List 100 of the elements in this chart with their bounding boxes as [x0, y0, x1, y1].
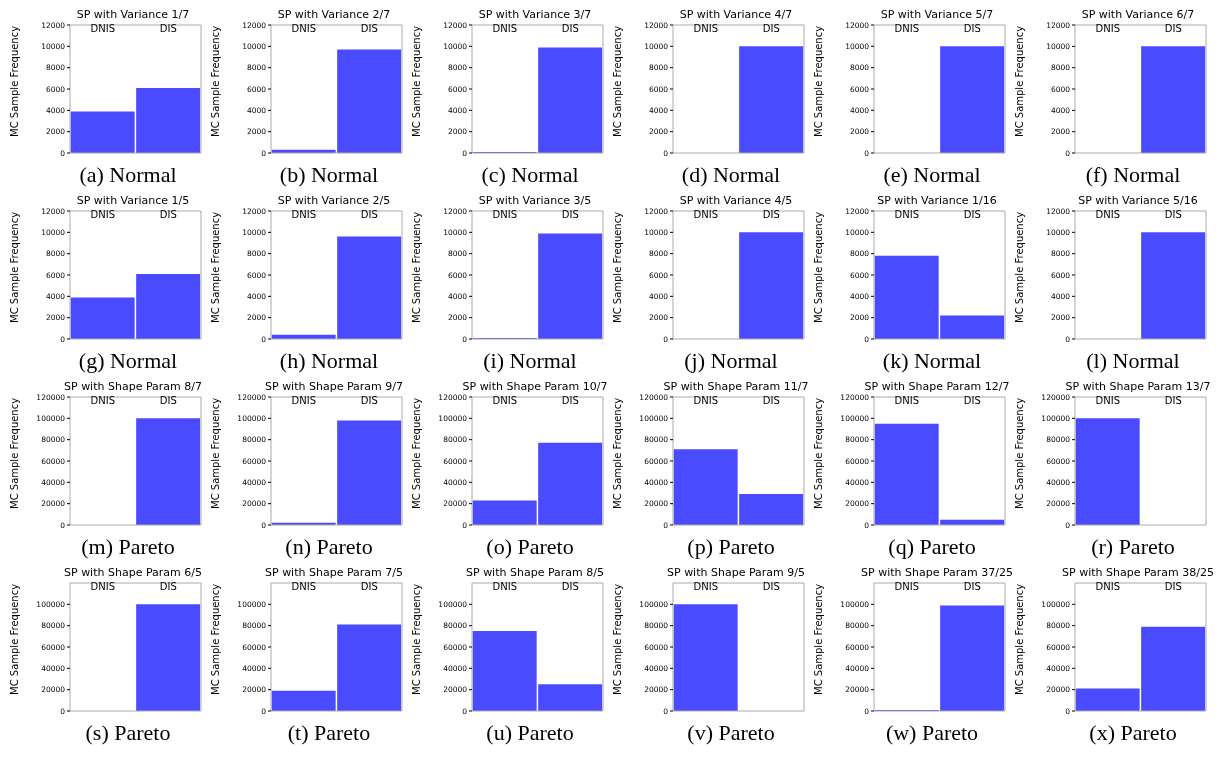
chart-title: SP with Variance 5/7: [880, 8, 994, 22]
text: (r) Pareto: [1091, 534, 1175, 560]
y-axis-title: MC Sample Frequency: [1013, 25, 1025, 137]
y-axis-title: MC Sample Frequency: [410, 211, 422, 323]
text: (b) Normal: [279, 162, 379, 188]
x-tick-label: DIS: [1164, 581, 1182, 592]
chart-title: SP with Shape Param 12/7: [864, 380, 1010, 394]
y-axis-title: MC Sample Frequency: [611, 211, 623, 323]
y-axis-title: MC Sample Frequency: [812, 583, 824, 695]
y-axis-title: MC Sample Frequency: [410, 25, 422, 137]
chart-title: SP with Shape Param 8/7: [64, 380, 202, 394]
chart-title: SP with Variance 5/16: [1078, 194, 1198, 208]
y-axis-title: MC Sample Frequency: [410, 583, 422, 695]
y-axis-title: MC Sample Frequency: [8, 211, 20, 323]
chart-title: SP with Variance 4/5: [679, 194, 793, 208]
chart-title: SP with Variance 6/7: [1081, 8, 1195, 22]
text: (p) Pareto: [687, 534, 775, 560]
x-tick-label: DNIS: [90, 581, 115, 592]
text: (o) Pareto: [486, 534, 574, 560]
x-tick-label: DNIS: [90, 395, 115, 406]
x-tick-label: DNIS: [1095, 581, 1120, 592]
y-axis-title: MC Sample Frequency: [1013, 583, 1025, 695]
x-tick-label: DNIS: [693, 581, 718, 592]
x-tick-label: DIS: [561, 581, 579, 592]
y-axis-title: MC Sample Frequency: [209, 211, 221, 323]
x-tick-label: DNIS: [291, 209, 316, 220]
text: (e) Normal: [883, 162, 981, 188]
text: (a) Normal: [79, 162, 177, 188]
x-tick-label: DIS: [963, 209, 981, 220]
y-axis-title: MC Sample Frequency: [1013, 397, 1025, 509]
x-tick-label: DNIS: [492, 209, 517, 220]
y-axis-title: MC Sample Frequency: [812, 397, 824, 509]
x-tick-label: DIS: [360, 395, 378, 406]
chart-title: SP with Shape Param 9/7: [265, 380, 403, 394]
chart-title: SP with Variance 4/7: [679, 8, 793, 22]
y-axis-title: MC Sample Frequency: [611, 583, 623, 695]
text: (f) Normal: [1085, 162, 1181, 188]
x-tick-label: DIS: [159, 23, 177, 34]
text: (n) Pareto: [285, 534, 373, 560]
x-tick-label: DIS: [762, 23, 780, 34]
text: (t) Pareto: [287, 720, 371, 746]
x-tick-label: DNIS: [90, 23, 115, 34]
chart-title: SP with Variance 1/5: [76, 194, 190, 208]
x-tick-label: DNIS: [894, 209, 919, 220]
x-tick-label: DIS: [963, 23, 981, 34]
text: (h) Normal: [279, 348, 379, 374]
x-tick-label: DIS: [360, 581, 378, 592]
x-tick-label: DIS: [159, 209, 177, 220]
x-tick-label: DIS: [762, 395, 780, 406]
chart-title: SP with Shape Param 13/7: [1065, 380, 1211, 394]
y-axis-title: MC Sample Frequency: [611, 397, 623, 509]
x-tick-label: DNIS: [894, 395, 919, 406]
y-axis-title: MC Sample Frequency: [209, 583, 221, 695]
x-tick-label: DNIS: [894, 581, 919, 592]
text: (g) Normal: [78, 348, 178, 374]
x-tick-label: DNIS: [1095, 23, 1120, 34]
x-tick-label: DIS: [561, 209, 579, 220]
x-tick-label: DIS: [561, 23, 579, 34]
text: (m) Pareto: [81, 534, 175, 560]
y-axis-title: MC Sample Frequency: [611, 25, 623, 137]
text: (w) Pareto: [885, 720, 979, 746]
x-tick-label: DIS: [360, 23, 378, 34]
x-tick-label: DIS: [963, 581, 981, 592]
text: (s) Pareto: [85, 720, 171, 746]
x-tick-label: DNIS: [894, 23, 919, 34]
y-axis-title: MC Sample Frequency: [8, 25, 20, 137]
x-tick-label: DIS: [561, 395, 579, 406]
chart-title: SP with Shape Param 11/7: [663, 380, 809, 394]
x-tick-label: DNIS: [492, 581, 517, 592]
chart-title: SP with Variance 1/7: [76, 8, 190, 22]
y-axis-title: MC Sample Frequency: [8, 583, 20, 695]
y-axis-title: MC Sample Frequency: [209, 25, 221, 137]
x-tick-label: DNIS: [1095, 395, 1120, 406]
x-tick-label: DIS: [1164, 23, 1182, 34]
x-tick-label: DIS: [1164, 395, 1182, 406]
chart-title: SP with Shape Param 38/25: [1062, 566, 1214, 580]
chart-title: SP with Shape Param 37/25: [861, 566, 1013, 580]
chart-title: SP with Shape Param 7/5: [265, 566, 403, 580]
x-tick-label: DIS: [360, 209, 378, 220]
chart-title: SP with Shape Param 9/5: [667, 566, 805, 580]
chart-title: SP with Shape Param 8/5: [466, 566, 604, 580]
y-axis-title: MC Sample Frequency: [209, 397, 221, 509]
x-tick-label: DIS: [159, 395, 177, 406]
x-tick-label: DNIS: [492, 395, 517, 406]
chart-title: SP with Shape Param 10/7: [462, 380, 608, 394]
text: (u) Pareto: [486, 720, 574, 746]
x-tick-label: DIS: [963, 395, 981, 406]
x-tick-label: DIS: [1164, 209, 1182, 220]
chart-title: SP with Variance 1/16: [877, 194, 997, 208]
text: (c) Normal: [481, 162, 579, 188]
y-axis-title: MC Sample Frequency: [812, 25, 824, 137]
y-axis-title: MC Sample Frequency: [410, 397, 422, 509]
text: (i) Normal: [483, 348, 577, 374]
x-tick-label: DIS: [762, 581, 780, 592]
x-tick-label: DNIS: [291, 395, 316, 406]
text: (v) Pareto: [687, 720, 775, 746]
chart-title: SP with Variance 2/5: [277, 194, 391, 208]
chart-title: SP with Variance 3/5: [478, 194, 592, 208]
chart-title: SP with Variance 3/7: [478, 8, 592, 22]
x-tick-label: DNIS: [492, 23, 517, 34]
